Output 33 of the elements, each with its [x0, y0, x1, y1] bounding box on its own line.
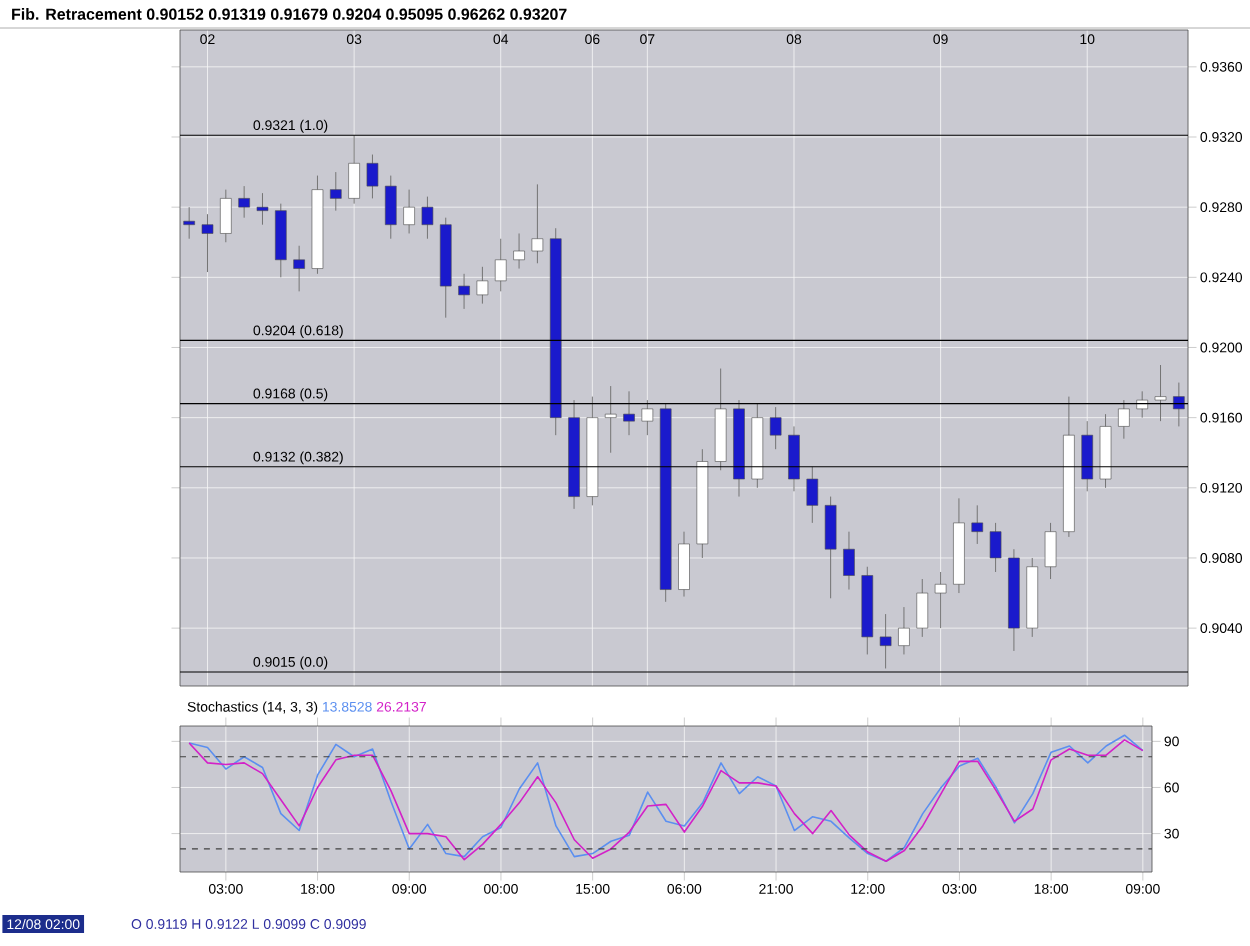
candlestick	[494, 238, 507, 292]
candlestick	[329, 171, 342, 212]
candlestick	[238, 185, 250, 219]
candlestick	[843, 531, 855, 591]
candlestick	[293, 245, 305, 292]
candlestick	[806, 466, 819, 524]
candlestick	[788, 425, 800, 492]
candlestick	[513, 232, 525, 270]
candlestick	[678, 531, 690, 598]
candlestick	[604, 385, 617, 454]
candlestick	[220, 189, 232, 243]
candlestick	[366, 154, 379, 199]
candlestick	[1118, 399, 1130, 440]
candlestick	[458, 273, 470, 310]
candlestick	[256, 192, 269, 226]
candlestick	[1081, 420, 1094, 492]
candlestick	[623, 390, 635, 436]
candlestick	[1044, 522, 1057, 580]
candlestick	[403, 189, 415, 234]
candlestick	[971, 504, 984, 545]
candlestick	[476, 266, 489, 305]
candlestick	[989, 522, 1002, 573]
candlestick	[824, 496, 837, 599]
candlestick	[421, 196, 434, 240]
candlestick	[641, 399, 654, 436]
candlestick	[348, 134, 360, 205]
candlestick	[201, 213, 214, 273]
candlestick	[384, 175, 397, 240]
candlestick	[769, 406, 782, 450]
candlestick	[531, 183, 544, 264]
candlestick	[1154, 364, 1167, 422]
candlestick	[1136, 390, 1148, 419]
candlestick	[879, 613, 892, 669]
